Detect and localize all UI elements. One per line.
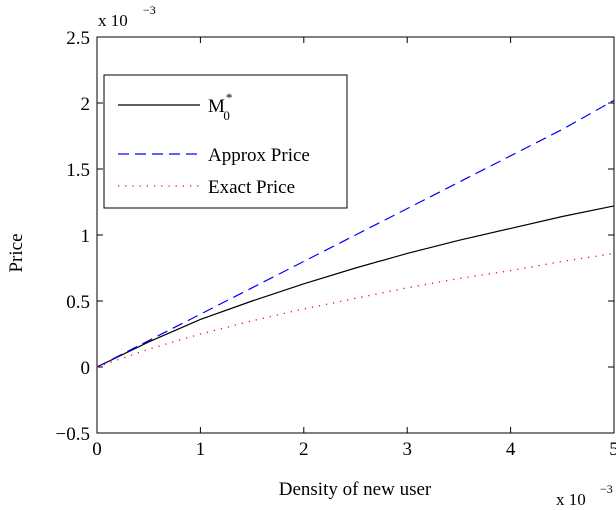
legend-box: [103, 74, 348, 209]
x-tick-label: 1: [196, 439, 206, 460]
x-tick-label: 2: [299, 439, 309, 460]
series-line-m0: [96, 205, 615, 368]
y-multiplier-exponent: −3: [143, 3, 156, 17]
y-tick-label: 1.5: [66, 160, 90, 181]
x-tick-label: 4: [506, 439, 516, 460]
legend-label-m0-sup: *: [226, 90, 233, 105]
x-tick-label: 0: [92, 439, 102, 460]
y-tick-label: 2.5: [66, 28, 90, 49]
x-axis-multiplier: x 10 −3: [556, 482, 613, 509]
x-multiplier-text: x 10: [556, 490, 586, 509]
series-line-approx-price: [96, 99, 615, 368]
legend-label-exact: Exact Price: [208, 177, 295, 198]
legend: M* 0 Approx Price Exact Price: [103, 74, 348, 209]
y-tick-label: 2: [81, 94, 91, 115]
x-multiplier-exponent: −3: [600, 482, 613, 496]
x-tick-label: 5: [609, 439, 616, 460]
legend-label-m0: M* 0: [208, 90, 232, 123]
axis-ticks: 0 1 2 3 4 5−0.500.511.522.5: [56, 28, 616, 460]
x-tick-label: 3: [402, 439, 412, 460]
y-tick-label: 1: [81, 226, 91, 247]
y-axis-multiplier: x 10 −3: [98, 3, 156, 30]
y-axis-label: Price: [6, 233, 27, 272]
x-axis-label: Density of new user: [279, 479, 432, 500]
legend-label-m0-sub: 0: [223, 108, 230, 123]
legend-label-m0-name: M: [208, 96, 225, 117]
legend-label-approx: Approx Price: [208, 145, 310, 166]
y-multiplier-text: x 10: [98, 11, 128, 30]
y-tick-label: 0.5: [66, 292, 90, 313]
series-lines: [96, 99, 615, 368]
y-tick-label: −0.5: [56, 424, 90, 445]
y-tick-label: 0: [81, 358, 91, 379]
